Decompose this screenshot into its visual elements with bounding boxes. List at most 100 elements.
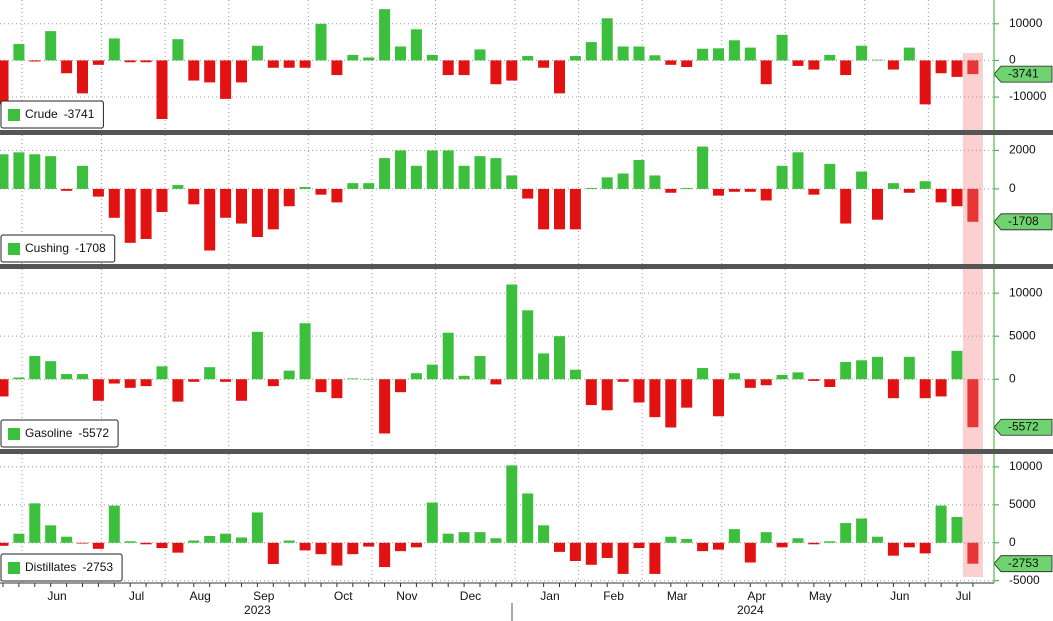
bar <box>569 369 581 380</box>
bar <box>77 374 88 380</box>
y-tick-label: 10000 <box>1009 285 1043 299</box>
bar <box>204 535 216 543</box>
bar <box>887 183 899 189</box>
bar <box>156 542 168 549</box>
bar <box>347 54 359 61</box>
bar <box>872 356 883 380</box>
bar <box>856 360 868 380</box>
bar <box>617 379 629 382</box>
bar <box>665 536 677 543</box>
bar <box>665 379 677 428</box>
legend-value: -1708 <box>75 241 106 255</box>
bar <box>522 310 534 380</box>
bar <box>919 181 931 189</box>
bar <box>522 56 534 61</box>
bar <box>61 60 73 74</box>
bar <box>172 379 184 402</box>
legend-label: Cushing <box>25 241 69 255</box>
bar <box>585 542 597 565</box>
bar <box>0 379 9 397</box>
bar <box>697 48 709 61</box>
bar <box>887 379 899 399</box>
bar <box>776 165 788 189</box>
bar <box>410 165 422 189</box>
bar <box>649 542 661 574</box>
value-marker <box>993 213 1053 231</box>
bar <box>267 379 279 387</box>
bar <box>363 57 375 61</box>
bar <box>935 505 947 543</box>
bar <box>363 183 375 189</box>
bar <box>665 188 677 193</box>
bar <box>410 542 422 548</box>
bar <box>251 331 263 380</box>
bar <box>935 188 947 203</box>
bar <box>585 379 597 406</box>
bar <box>776 542 788 548</box>
bar <box>554 188 565 230</box>
legend-swatch <box>8 109 20 121</box>
bar <box>379 9 391 61</box>
bar <box>665 60 677 65</box>
bar <box>601 542 613 558</box>
bar <box>220 379 232 382</box>
bar <box>474 532 486 543</box>
bar <box>601 177 613 189</box>
bar <box>236 188 247 224</box>
bar <box>872 536 883 543</box>
bar <box>363 379 375 380</box>
bar <box>538 353 550 380</box>
x-tick-label: Aug <box>189 589 210 603</box>
bar <box>887 60 899 70</box>
bar <box>347 542 359 555</box>
bar <box>156 60 168 120</box>
bar <box>808 60 820 70</box>
legend: Distillates -2753 <box>0 553 123 582</box>
bar <box>585 42 597 61</box>
bar <box>379 542 391 568</box>
bar <box>506 175 518 189</box>
bar <box>935 379 947 397</box>
bar <box>140 379 152 387</box>
bar <box>108 38 120 61</box>
bar <box>13 43 25 61</box>
bar <box>108 505 120 543</box>
bar <box>458 60 470 76</box>
bar <box>299 186 311 189</box>
bar <box>172 542 184 553</box>
bar <box>522 493 534 543</box>
bar <box>903 188 915 193</box>
bar <box>713 48 724 61</box>
bar <box>713 188 724 196</box>
bar <box>840 362 852 380</box>
bar <box>379 158 391 189</box>
y-tick-label: 5000 <box>1009 497 1036 511</box>
bar <box>426 502 438 543</box>
bar <box>410 29 422 61</box>
bar <box>13 533 25 543</box>
bar <box>45 156 57 189</box>
bar <box>649 175 661 189</box>
bar <box>458 375 470 380</box>
bar <box>236 60 247 83</box>
bar <box>379 379 391 434</box>
bar <box>967 379 979 428</box>
bar <box>681 187 693 189</box>
x-tick-label: Nov <box>396 589 417 603</box>
legend-swatch <box>8 243 20 255</box>
bar <box>872 188 883 220</box>
bar <box>395 542 406 552</box>
bar <box>331 188 343 203</box>
bar <box>792 372 804 380</box>
x-tick-label: Dec <box>460 589 481 603</box>
bar <box>220 60 232 99</box>
bar <box>0 60 9 105</box>
legend-value: -5572 <box>78 426 109 440</box>
legend-value: -2753 <box>82 560 113 574</box>
bar <box>61 536 73 543</box>
bar <box>236 379 247 401</box>
bar <box>728 40 740 61</box>
bar <box>77 165 88 189</box>
bar <box>713 379 724 417</box>
bar <box>172 39 184 61</box>
